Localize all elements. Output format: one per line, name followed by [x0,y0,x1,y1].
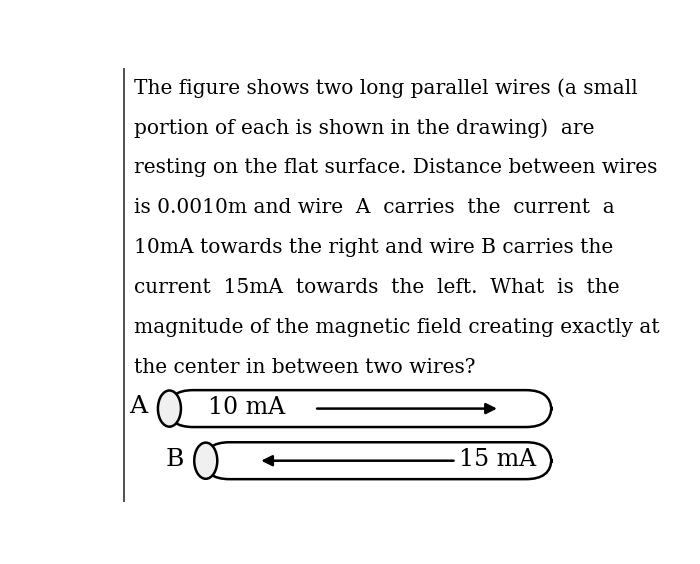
Text: magnitude of the magnetic field creating exactly at: magnitude of the magnetic field creating… [134,318,659,337]
Text: 10 mA: 10 mA [209,396,286,419]
FancyBboxPatch shape [204,442,552,479]
Text: A: A [129,395,147,418]
FancyBboxPatch shape [168,390,552,427]
Text: 15 mA: 15 mA [459,448,536,471]
Text: B: B [165,448,183,471]
Text: The figure shows two long parallel wires (a small: The figure shows two long parallel wires… [134,78,638,98]
Text: is 0.0010m and wire  A  carries  the  current  a: is 0.0010m and wire A carries the curren… [134,199,615,217]
Text: 10mA towards the right and wire B carries the: 10mA towards the right and wire B carrie… [134,239,613,257]
Ellipse shape [194,443,217,479]
Text: the center in between two wires?: the center in between two wires? [134,358,475,377]
Text: current  15mA  towards  the  left.  What  is  the: current 15mA towards the left. What is t… [134,278,620,297]
Ellipse shape [158,390,181,427]
Text: resting on the flat surface. Distance between wires: resting on the flat surface. Distance be… [134,158,657,178]
Text: portion of each is shown in the drawing)  are: portion of each is shown in the drawing)… [134,118,594,138]
